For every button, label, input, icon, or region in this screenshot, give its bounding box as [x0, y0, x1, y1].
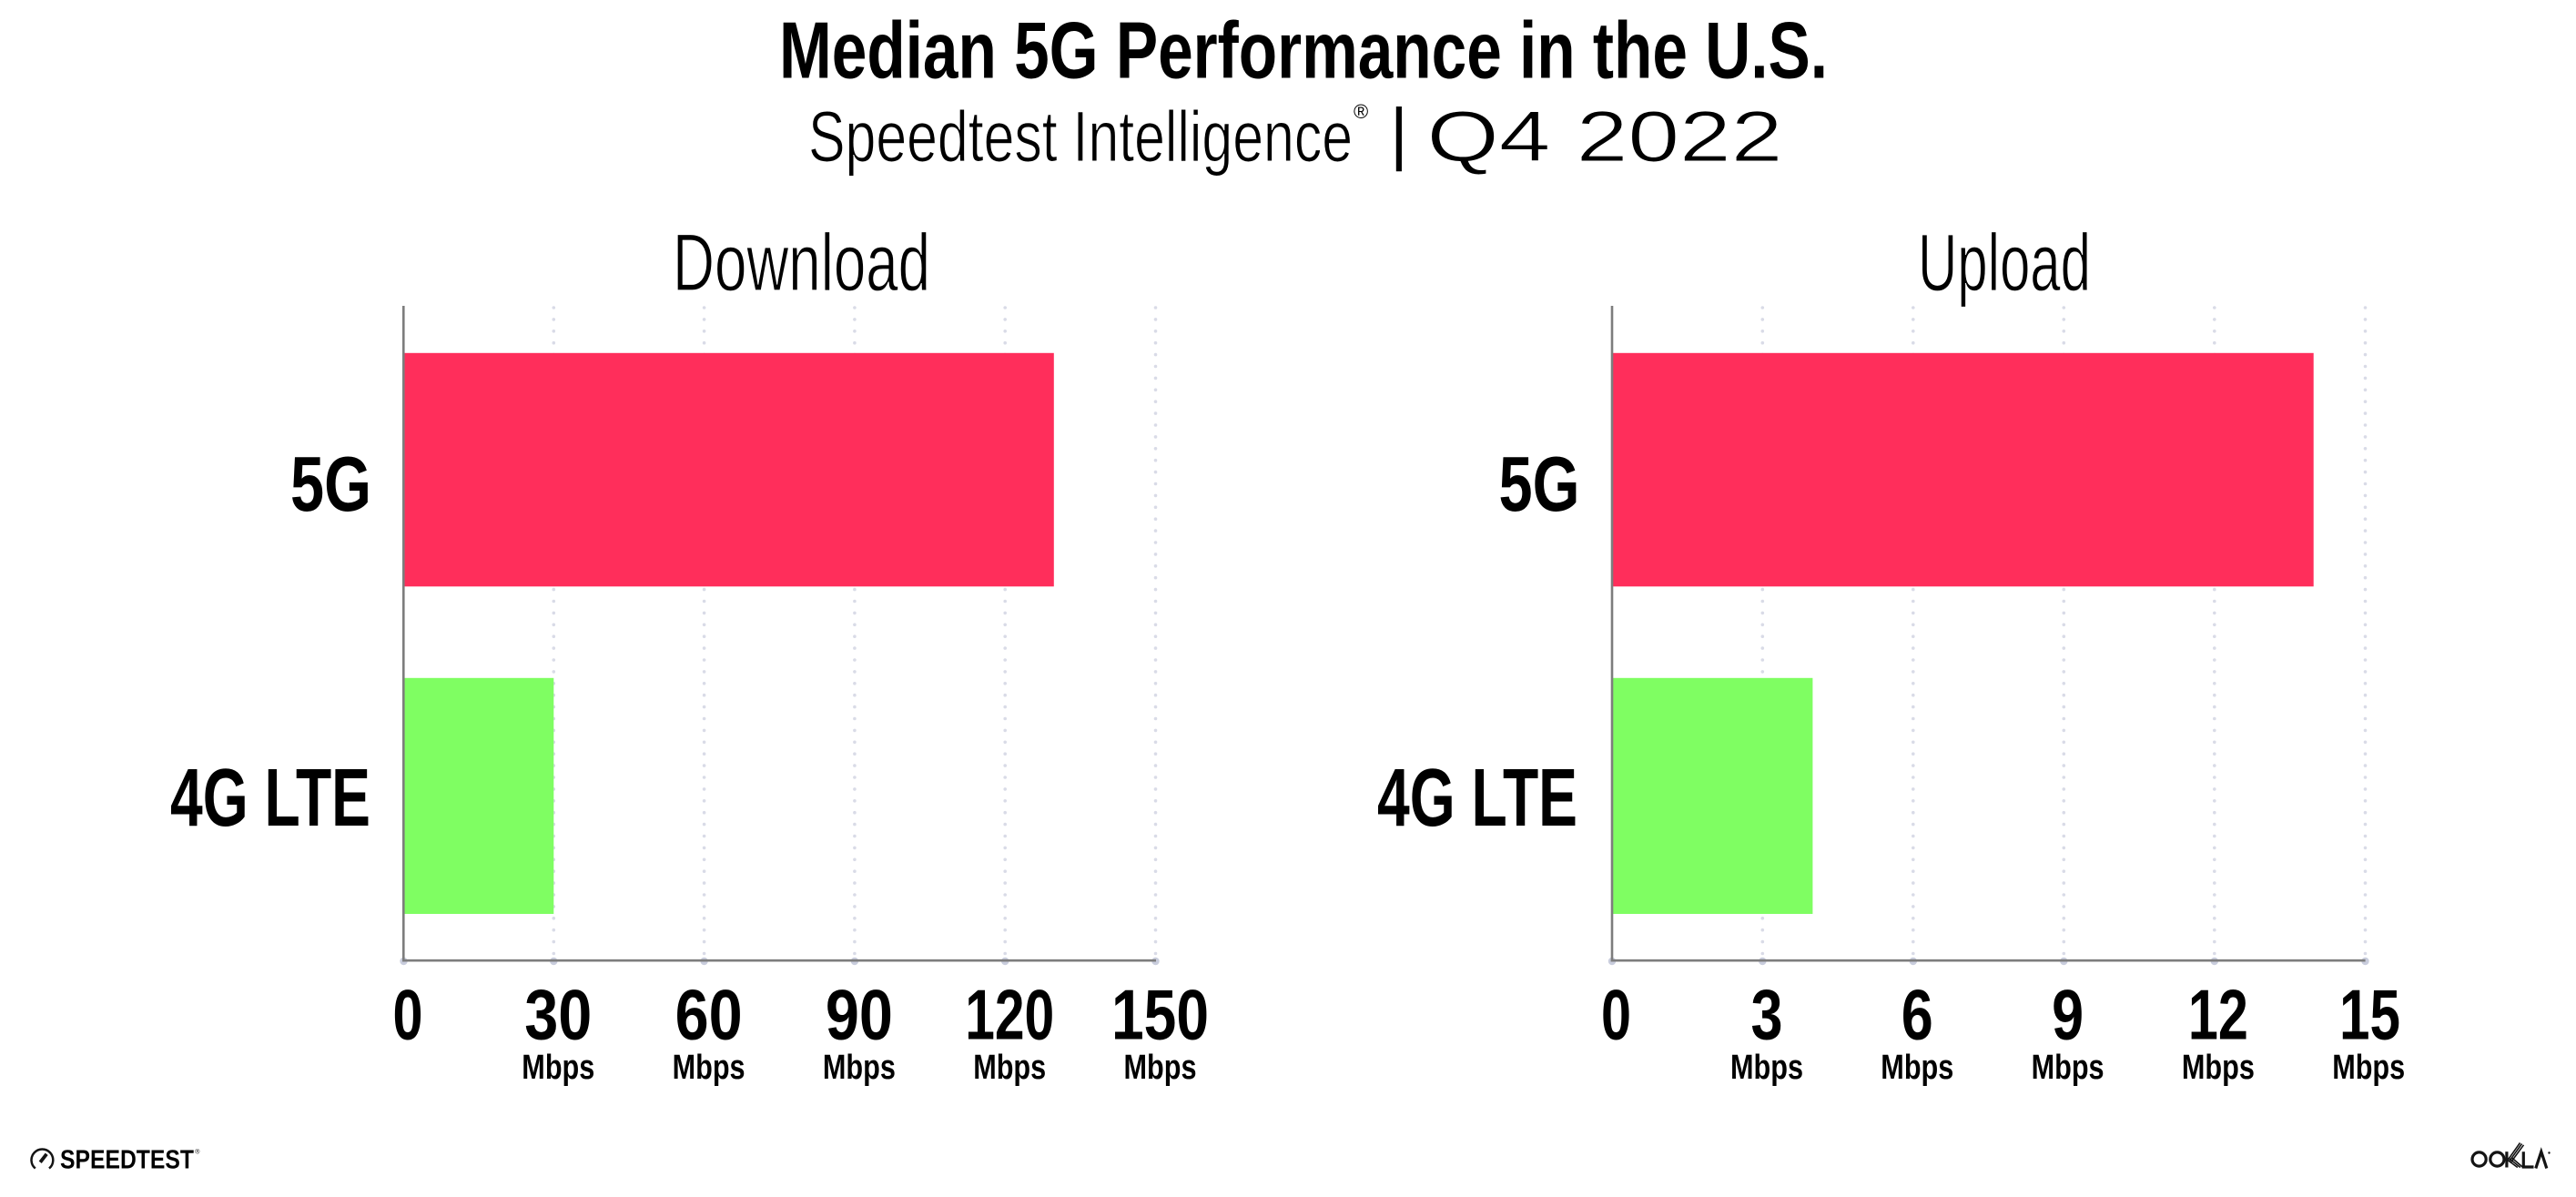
- svg-text:Upload: Upload: [1918, 217, 2091, 308]
- svg-text:15: 15: [2339, 975, 2400, 1055]
- svg-text:5G: 5G: [1499, 441, 1580, 528]
- svg-text:Mbps: Mbps: [823, 1049, 896, 1087]
- svg-text:SPEEDTEST: SPEEDTEST: [60, 1146, 194, 1175]
- svg-text:4G LTE: 4G LTE: [1377, 753, 1577, 844]
- svg-text:0: 0: [393, 975, 423, 1055]
- svg-text:Mbps: Mbps: [1730, 1049, 1803, 1087]
- svg-text:Mbps: Mbps: [522, 1049, 594, 1087]
- svg-text:®: ®: [1354, 100, 1368, 123]
- svg-text:Mbps: Mbps: [973, 1049, 1046, 1087]
- svg-text:Mbps: Mbps: [2182, 1049, 2255, 1087]
- svg-text:Mbps: Mbps: [1881, 1049, 1953, 1087]
- svg-text:90: 90: [826, 975, 893, 1055]
- svg-text:4G LTE: 4G LTE: [170, 753, 370, 844]
- svg-text:12: 12: [2188, 975, 2248, 1055]
- svg-text:®: ®: [195, 1149, 200, 1156]
- svg-text:150: 150: [1111, 975, 1209, 1055]
- svg-text:Median 5G Performance in the U: Median 5G Performance in the U.S.: [779, 5, 1828, 96]
- svg-text:Mbps: Mbps: [2032, 1049, 2104, 1087]
- svg-text:5G: 5G: [290, 441, 371, 528]
- svg-text:Speedtest Intelligence: Speedtest Intelligence: [808, 96, 1353, 177]
- svg-text:|: |: [1390, 95, 1408, 172]
- svg-text:60: 60: [675, 975, 743, 1055]
- svg-text:6: 6: [1902, 975, 1933, 1055]
- svg-text:9: 9: [2052, 975, 2084, 1055]
- svg-text:120: 120: [965, 975, 1054, 1055]
- svg-text:Download: Download: [673, 217, 930, 308]
- svg-text:Q4 2022: Q4 2022: [1427, 96, 1783, 177]
- svg-text:30: 30: [524, 975, 592, 1055]
- svg-text:Mbps: Mbps: [1124, 1049, 1197, 1087]
- svg-text:3: 3: [1751, 975, 1783, 1055]
- svg-text:0: 0: [1601, 975, 1631, 1055]
- svg-text:Mbps: Mbps: [673, 1049, 745, 1087]
- svg-text:Mbps: Mbps: [2332, 1049, 2405, 1087]
